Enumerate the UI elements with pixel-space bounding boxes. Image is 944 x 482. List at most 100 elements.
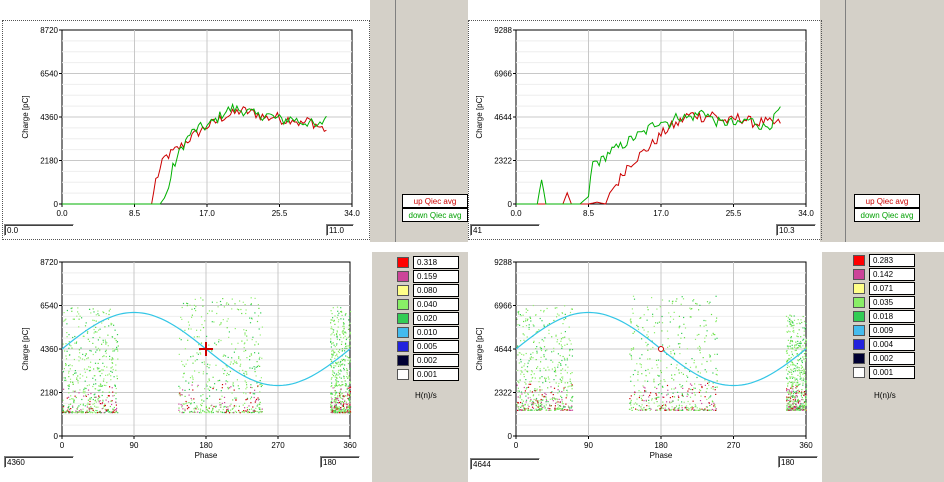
scatter-point <box>794 349 796 352</box>
scatter-point <box>543 326 545 328</box>
scatter-point <box>73 399 75 401</box>
scatter-point <box>347 377 349 379</box>
scatter-point <box>90 361 92 363</box>
scatter-point <box>794 399 796 401</box>
scatter-point <box>710 313 713 316</box>
scatter-point <box>232 399 234 401</box>
scatter-point <box>686 393 689 395</box>
scatter-point <box>675 407 677 409</box>
scatter-point <box>69 411 71 414</box>
legend-down-qiec-avg[interactable]: down Qiec avg <box>402 208 468 222</box>
scatter-point <box>651 297 653 299</box>
scatter-point <box>665 405 667 407</box>
scatter-point <box>97 400 99 402</box>
readout-field-left[interactable]: 41 <box>470 224 540 236</box>
scatter-point <box>681 409 683 411</box>
scatter-point <box>191 316 193 318</box>
scatter-point <box>243 410 245 412</box>
scatter-point <box>251 339 253 341</box>
scatter-point <box>221 395 223 397</box>
scatter-cluster <box>516 304 574 411</box>
scatter-point <box>523 407 526 409</box>
legend-up-qiec-avg[interactable]: up Qiec avg <box>402 194 468 208</box>
scatter-point <box>673 396 676 398</box>
scatter-point <box>116 346 118 348</box>
scatter-point <box>349 386 352 388</box>
scatter-cluster <box>330 306 352 414</box>
scatter-point <box>111 400 113 402</box>
scatter-point <box>337 321 339 323</box>
scatter-point <box>564 336 566 338</box>
scatter-point <box>330 338 332 340</box>
scatter-point <box>561 401 563 403</box>
scatter-point <box>802 409 804 411</box>
legend-up-qiec-avg[interactable]: up Qiec avg <box>854 194 920 208</box>
scatter-point <box>208 310 210 312</box>
scatter-point <box>103 405 105 407</box>
scatter-point <box>545 398 547 400</box>
readout-field-right[interactable]: 10.3 <box>776 224 816 236</box>
scatter-point <box>113 324 115 326</box>
scatter-point <box>708 381 710 383</box>
scatter-point <box>523 408 525 410</box>
scatter-point <box>802 399 804 401</box>
scatter-point <box>554 399 556 401</box>
scatter-point <box>213 386 215 388</box>
scatter-point <box>671 377 673 379</box>
readout-field-right[interactable]: 180 <box>778 456 818 468</box>
scatter-point <box>86 368 88 370</box>
scatter-point <box>87 338 89 340</box>
scatter-point <box>648 405 650 407</box>
scatter-point <box>339 389 342 391</box>
legend-down-qiec-avg[interactable]: down Qiec avg <box>854 208 920 222</box>
scatter-point <box>535 398 538 400</box>
readout-field-left[interactable]: 0.0 <box>4 224 74 236</box>
scatter-point <box>791 377 794 379</box>
scatter-point <box>804 342 806 344</box>
scatter-point <box>206 365 208 368</box>
scatter-point <box>87 393 89 396</box>
scatter-point <box>793 319 796 321</box>
scatter-point <box>787 370 790 372</box>
scatter-point <box>518 409 521 411</box>
scatter-point <box>334 405 336 407</box>
readout-field-left[interactable]: 4360 <box>4 456 74 468</box>
scatter-point <box>640 364 642 366</box>
scatter-point <box>630 322 632 324</box>
scatter-point <box>260 411 262 414</box>
scatter-point <box>337 326 339 328</box>
color-swatch <box>853 353 865 364</box>
scatter-point <box>631 358 633 360</box>
scatter-point <box>536 400 539 402</box>
scatter-point <box>570 373 572 375</box>
scatter-point <box>568 406 570 408</box>
readout-field-left[interactable]: 4644 <box>470 458 540 470</box>
scatter-point <box>790 404 792 406</box>
color-scale-value: 0.004 <box>869 338 915 351</box>
scatter-point <box>804 393 806 395</box>
scatter-point <box>687 400 689 403</box>
scatter-point <box>689 396 692 398</box>
scatter-point <box>790 339 792 342</box>
scatter-point <box>332 331 334 333</box>
scatter-point <box>69 410 71 412</box>
readout-field-right[interactable]: 180 <box>320 456 360 468</box>
scatter-point <box>74 412 76 414</box>
scatter-point <box>193 408 195 410</box>
scatter-point <box>525 388 527 390</box>
readout-field-right[interactable]: 11.0 <box>326 224 354 236</box>
scatter-point <box>804 392 806 394</box>
scatter-point <box>790 347 792 349</box>
scatter-point <box>639 357 641 359</box>
scatter-point <box>540 349 543 352</box>
scatter-point <box>524 409 526 411</box>
scatter-point <box>223 354 225 356</box>
y-tick-label: 6540 <box>40 70 58 79</box>
scatter-point <box>550 405 552 407</box>
scatter-point <box>334 407 336 409</box>
scatter-point <box>640 408 642 410</box>
scatter-point <box>188 328 190 330</box>
scatter-point <box>789 331 791 333</box>
scatter-point <box>642 385 644 387</box>
